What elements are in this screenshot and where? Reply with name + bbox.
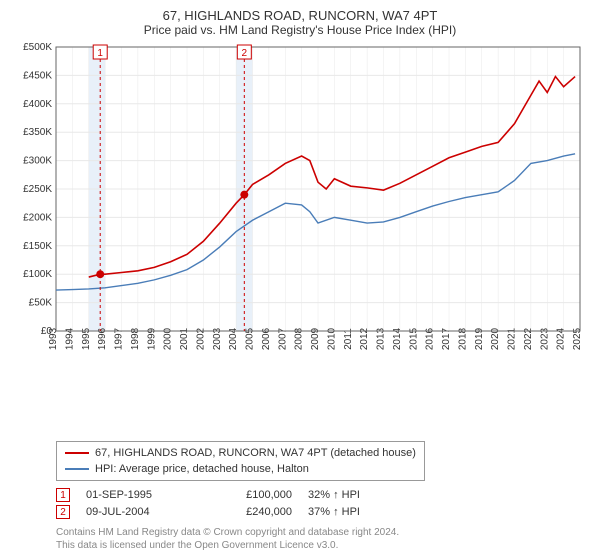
page-subtitle: Price paid vs. HM Land Registry's House … (12, 23, 588, 37)
marker-row: 2 09-JUL-2004 £240,000 37% ↑ HPI (56, 505, 588, 519)
svg-text:£250K: £250K (23, 184, 52, 195)
marker-date: 01-SEP-1995 (86, 489, 196, 501)
marker-row: 1 01-SEP-1995 £100,000 32% ↑ HPI (56, 488, 588, 502)
marker-table: 1 01-SEP-1995 £100,000 32% ↑ HPI 2 09-JUL-200… (56, 485, 588, 522)
marker-pct: 32% ↑ HPI (308, 489, 398, 501)
footer-attribution: Contains HM Land Registry data © Crown c… (56, 526, 588, 552)
legend: 67, HIGHLANDS ROAD, RUNCORN, WA7 4PT (de… (56, 441, 425, 481)
marker-date: 09-JUL-2004 (86, 506, 196, 518)
marker-price: £100,000 (212, 489, 292, 501)
svg-text:1: 1 (97, 48, 103, 59)
footer-line: This data is licensed under the Open Gov… (56, 539, 588, 552)
chart-svg: £0£50K£100K£150K£200K£250K£300K£350K£400… (12, 43, 588, 373)
svg-text:2: 2 (242, 48, 248, 59)
marker-flag: 1 (56, 488, 70, 502)
svg-text:£450K: £450K (23, 70, 52, 81)
legend-item: HPI: Average price, detached house, Halt… (65, 461, 416, 477)
legend-label: HPI: Average price, detached house, Halt… (95, 461, 309, 477)
svg-text:£500K: £500K (23, 43, 52, 53)
legend-swatch (65, 468, 89, 470)
legend-item: 67, HIGHLANDS ROAD, RUNCORN, WA7 4PT (de… (65, 445, 416, 461)
svg-text:£150K: £150K (23, 241, 52, 252)
marker-pct: 37% ↑ HPI (308, 506, 398, 518)
svg-text:£200K: £200K (23, 212, 52, 223)
legend-swatch (65, 452, 89, 454)
marker-price: £240,000 (212, 506, 292, 518)
price-chart: £0£50K£100K£150K£200K£250K£300K£350K£400… (12, 43, 588, 437)
svg-text:£350K: £350K (23, 127, 52, 138)
footer-line: Contains HM Land Registry data © Crown c… (56, 526, 588, 539)
legend-label: 67, HIGHLANDS ROAD, RUNCORN, WA7 4PT (de… (95, 445, 416, 461)
svg-text:£400K: £400K (23, 99, 52, 110)
page-title: 67, HIGHLANDS ROAD, RUNCORN, WA7 4PT (12, 8, 588, 23)
svg-text:£50K: £50K (29, 298, 53, 309)
svg-text:£300K: £300K (23, 156, 52, 167)
svg-text:£100K: £100K (23, 269, 52, 280)
marker-flag: 2 (56, 505, 70, 519)
